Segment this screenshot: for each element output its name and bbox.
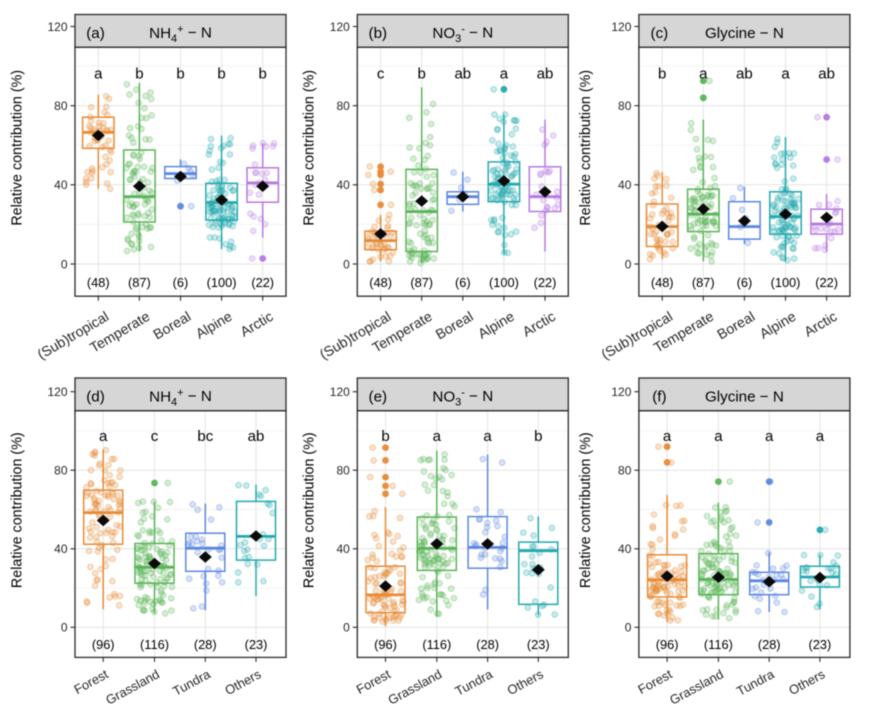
svg-text:NH4+ − N: NH4+ − N <box>149 23 212 45</box>
svg-text:40: 40 <box>54 178 68 192</box>
svg-text:b: b <box>418 66 426 83</box>
svg-text:(28): (28) <box>194 637 217 652</box>
svg-text:(87): (87) <box>410 275 433 290</box>
svg-text:80: 80 <box>54 464 68 478</box>
svg-text:0: 0 <box>343 621 350 635</box>
svg-text:Relative contribution (%): Relative contribution (%) <box>301 70 317 226</box>
svg-text:80: 80 <box>618 464 632 478</box>
svg-text:c: c <box>151 428 159 445</box>
svg-text:a: a <box>781 66 790 83</box>
svg-text:40: 40 <box>336 178 350 192</box>
svg-text:NO3- − N: NO3- − N <box>432 387 493 409</box>
svg-text:(f): (f) <box>652 388 666 405</box>
svg-text:(96): (96) <box>92 637 115 652</box>
svg-text:ab: ab <box>537 66 554 83</box>
svg-text:(23): (23) <box>809 637 832 652</box>
svg-text:(96): (96) <box>656 637 679 652</box>
svg-text:40: 40 <box>54 542 68 556</box>
svg-text:(a): (a) <box>86 25 105 42</box>
svg-text:a: a <box>94 66 103 83</box>
svg-text:a: a <box>765 428 774 445</box>
svg-text:(d): (d) <box>86 388 105 405</box>
svg-text:(100): (100) <box>207 275 237 290</box>
svg-text:40: 40 <box>336 542 350 556</box>
svg-text:0: 0 <box>625 621 632 635</box>
svg-text:NO3- − N: NO3- − N <box>432 23 493 45</box>
svg-text:(b): (b) <box>369 25 388 42</box>
svg-text:80: 80 <box>336 99 350 113</box>
svg-text:120: 120 <box>330 385 350 399</box>
svg-text:(48): (48) <box>369 275 392 290</box>
svg-text:a: a <box>699 66 708 83</box>
svg-text:80: 80 <box>336 464 350 478</box>
svg-text:0: 0 <box>343 257 350 271</box>
svg-text:a: a <box>816 428 825 445</box>
svg-text:b: b <box>135 66 143 83</box>
svg-text:a: a <box>483 428 492 445</box>
svg-text:(c): (c) <box>651 25 669 42</box>
svg-text:b: b <box>658 66 666 83</box>
svg-text:(116): (116) <box>422 637 451 652</box>
svg-text:a: a <box>714 428 723 445</box>
svg-text:Relative contribution (%): Relative contribution (%) <box>301 432 317 588</box>
svg-text:a: a <box>433 428 442 445</box>
svg-text:ab: ab <box>454 66 471 83</box>
svg-text:(100): (100) <box>489 275 519 290</box>
svg-text:(96): (96) <box>374 637 397 652</box>
svg-text:120: 120 <box>611 385 631 399</box>
svg-text:a: a <box>663 428 672 445</box>
svg-text:Relative contribution (%): Relative contribution (%) <box>578 432 594 588</box>
svg-text:80: 80 <box>618 99 632 113</box>
svg-text:ab: ab <box>736 66 753 83</box>
svg-text:a: a <box>99 428 108 445</box>
svg-text:(116): (116) <box>140 637 169 652</box>
svg-text:(116): (116) <box>704 637 733 652</box>
svg-text:(28): (28) <box>758 637 781 652</box>
svg-text:(28): (28) <box>476 637 499 652</box>
svg-text:Relative contribution (%): Relative contribution (%) <box>578 70 594 226</box>
svg-text:Relative contribution (%): Relative contribution (%) <box>10 70 26 226</box>
svg-text:0: 0 <box>61 621 68 635</box>
svg-text:(48): (48) <box>651 275 674 290</box>
svg-text:b: b <box>217 66 225 83</box>
svg-text:120: 120 <box>330 20 350 34</box>
svg-text:b: b <box>176 66 184 83</box>
svg-text:(87): (87) <box>692 275 715 290</box>
svg-text:40: 40 <box>618 542 632 556</box>
svg-text:(e): (e) <box>369 388 388 405</box>
svg-text:0: 0 <box>625 257 632 271</box>
svg-text:NH4+ − N: NH4+ − N <box>149 387 212 409</box>
svg-text:(6): (6) <box>737 275 753 290</box>
svg-text:(100): (100) <box>771 275 801 290</box>
svg-text:(23): (23) <box>527 637 550 652</box>
svg-text:ab: ab <box>248 428 265 445</box>
svg-text:80: 80 <box>54 99 68 113</box>
svg-text:(23): (23) <box>245 637 268 652</box>
svg-text:(6): (6) <box>455 275 471 290</box>
svg-text:Glycine − N: Glycine − N <box>705 388 784 405</box>
svg-text:(22): (22) <box>815 275 838 290</box>
svg-text:b: b <box>259 66 267 83</box>
svg-text:b: b <box>381 428 389 445</box>
svg-text:(6): (6) <box>173 275 189 290</box>
svg-text:(22): (22) <box>534 275 557 290</box>
svg-text:Glycine − N: Glycine − N <box>705 25 784 42</box>
svg-text:c: c <box>377 66 385 83</box>
svg-text:120: 120 <box>611 20 631 34</box>
svg-text:(87): (87) <box>128 275 151 290</box>
svg-text:0: 0 <box>61 257 68 271</box>
svg-text:(48): (48) <box>87 275 110 290</box>
svg-text:120: 120 <box>47 20 67 34</box>
svg-text:bc: bc <box>197 428 213 445</box>
svg-text:Relative contribution (%): Relative contribution (%) <box>10 432 26 588</box>
svg-text:(22): (22) <box>251 275 274 290</box>
svg-text:b: b <box>534 428 542 445</box>
svg-text:ab: ab <box>818 66 835 83</box>
svg-text:120: 120 <box>47 385 67 399</box>
svg-text:40: 40 <box>618 178 632 192</box>
svg-text:a: a <box>500 66 509 83</box>
